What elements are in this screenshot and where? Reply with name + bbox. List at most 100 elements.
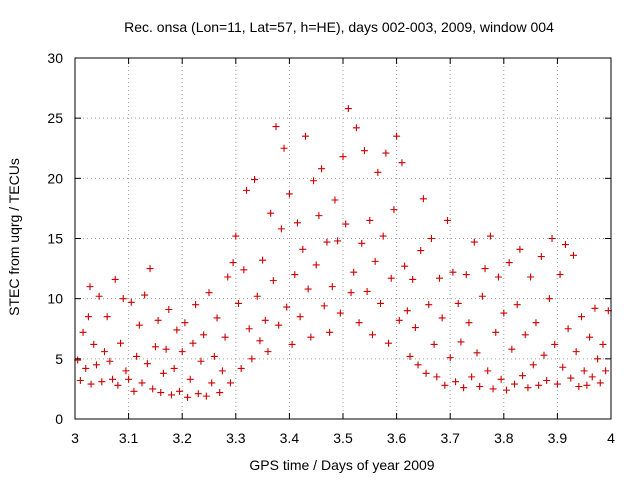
data-point [497, 375, 505, 383]
data-point [312, 261, 320, 269]
data-point [243, 186, 251, 194]
data-point [186, 375, 194, 383]
data-point [462, 271, 470, 279]
data-point [599, 340, 607, 348]
data-point [371, 257, 379, 265]
data-point [500, 309, 508, 317]
data-point [572, 348, 580, 356]
data-point [326, 328, 334, 336]
data-point [425, 301, 433, 309]
data-point [438, 314, 446, 322]
data-point [267, 209, 275, 217]
data-point [151, 343, 159, 351]
data-point [165, 305, 173, 313]
data-point [419, 195, 427, 203]
data-point [87, 380, 95, 388]
data-point [508, 345, 516, 353]
data-point [377, 299, 385, 307]
data-point [154, 316, 162, 324]
data-point [173, 326, 181, 334]
data-point [444, 216, 452, 224]
data-point [564, 325, 572, 333]
y-tick-label: 0 [55, 411, 63, 427]
data-point [237, 364, 245, 372]
data-point [114, 381, 122, 389]
data-point [561, 241, 569, 249]
data-point [505, 259, 513, 267]
data-point [527, 273, 535, 281]
x-tick-label: 3.6 [387, 430, 407, 446]
data-point [401, 262, 409, 270]
data-point [318, 165, 326, 173]
data-point [486, 232, 494, 240]
data-point [454, 299, 462, 307]
data-point [229, 259, 237, 267]
data-point [127, 298, 135, 306]
data-point [540, 351, 548, 359]
data-point [277, 225, 285, 233]
data-point [192, 301, 200, 309]
data-point [470, 238, 478, 246]
data-point [109, 375, 117, 383]
data-point [342, 220, 350, 228]
data-point [248, 355, 256, 363]
data-point [537, 253, 545, 261]
data-point [478, 292, 486, 300]
data-point [433, 373, 441, 381]
data-point [261, 316, 269, 324]
data-point [465, 319, 473, 327]
data-point [293, 219, 301, 227]
y-axis-title: STEC from uqrg / TECUs [6, 158, 22, 316]
data-point [119, 295, 127, 303]
data-point [602, 367, 610, 375]
data-point [580, 367, 588, 375]
data-point [226, 379, 234, 387]
data-point [403, 307, 411, 315]
data-point [189, 339, 197, 347]
data-point [596, 379, 604, 387]
y-tick-label: 5 [55, 351, 63, 367]
data-point [167, 391, 175, 399]
data-point [336, 309, 344, 317]
data-point [390, 206, 398, 214]
data-point [594, 355, 602, 363]
data-point [304, 285, 312, 293]
data-point [513, 301, 521, 309]
data-point [334, 237, 342, 245]
x-tick-label: 3.7 [440, 430, 460, 446]
data-point [162, 345, 170, 353]
data-point [307, 333, 315, 341]
data-point [347, 289, 355, 297]
data-point [283, 303, 291, 311]
data-point [285, 190, 293, 198]
ticks: 3 3.1 3.2 3.3 3.4 3.5 3.6 3.7 3.8 3.9 4 0 5 10 15 20 25 3… [47, 50, 615, 446]
data-point [360, 147, 368, 155]
data-point [409, 275, 417, 283]
data-point [551, 340, 559, 348]
data-point [435, 274, 443, 282]
data-point [524, 384, 532, 392]
data-point [569, 251, 577, 259]
data-point [79, 328, 87, 336]
data-point [202, 392, 210, 400]
data-point [98, 378, 106, 386]
data-point [363, 287, 371, 295]
data-point [106, 357, 114, 365]
x-tick-label: 3.1 [119, 430, 139, 446]
data-point [251, 176, 259, 184]
data-point [502, 386, 510, 394]
data-point [125, 375, 133, 383]
data-point [194, 390, 202, 398]
data-point [473, 349, 481, 357]
y-tick-label: 25 [47, 110, 63, 126]
x-tick-label: 3.9 [548, 430, 568, 446]
y-tick-label: 30 [47, 50, 63, 66]
data-point [213, 314, 221, 322]
chart-title: Rec. onsa (Lon=11, Lat=57, h=HE), days 0… [124, 19, 554, 35]
data-point [181, 319, 189, 327]
data-point [398, 159, 406, 167]
data-point [224, 273, 232, 281]
data-point [521, 331, 529, 339]
